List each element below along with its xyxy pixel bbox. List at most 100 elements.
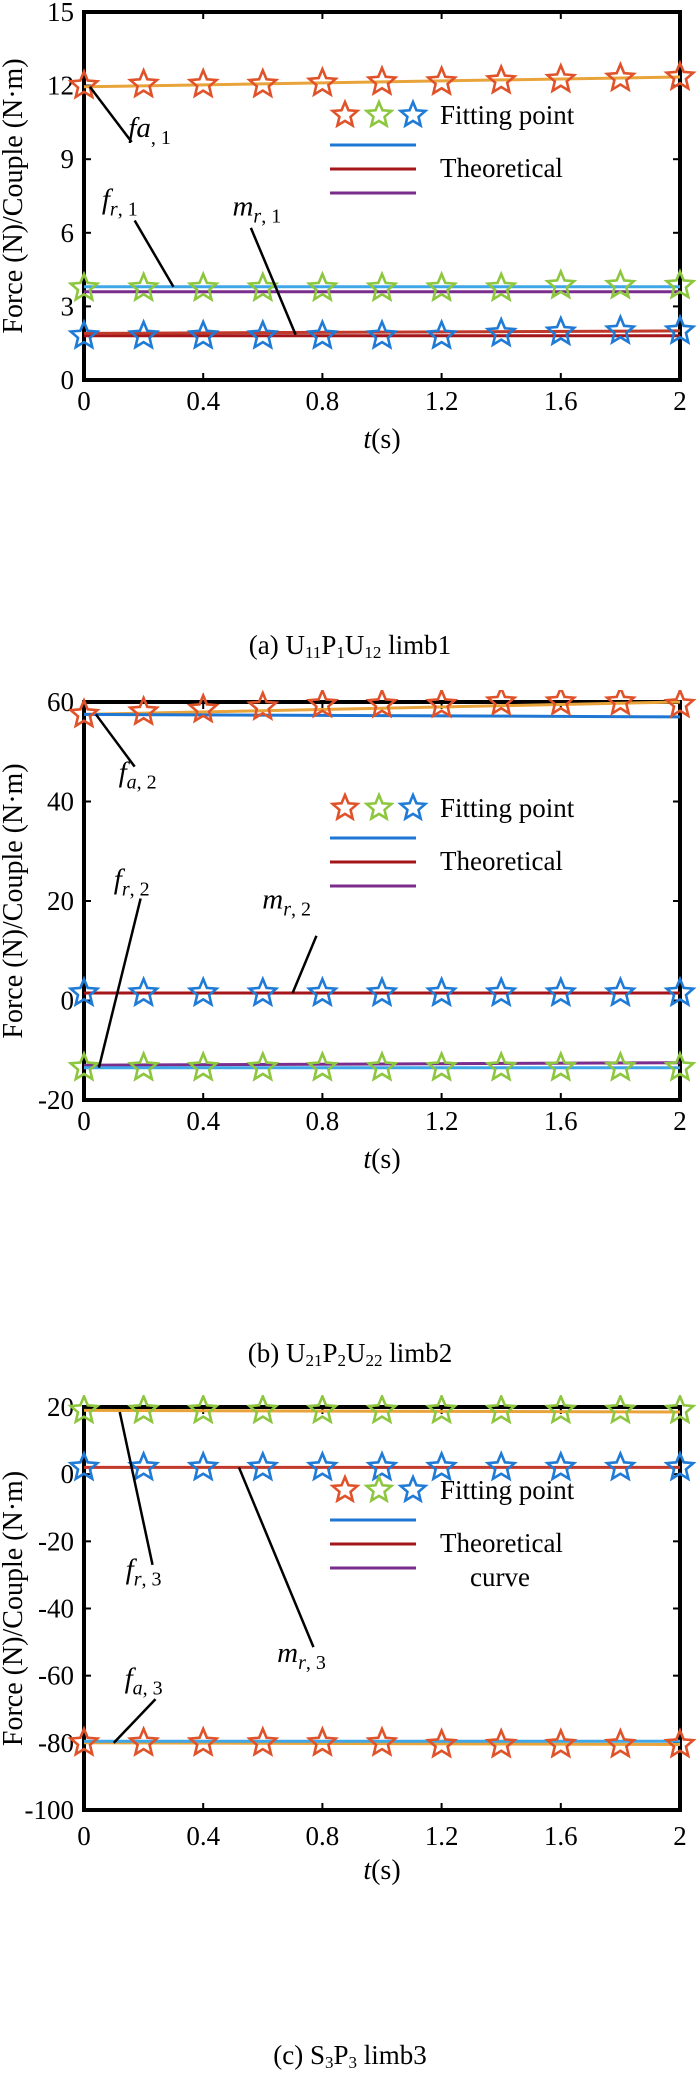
fitting-point-star <box>67 270 101 303</box>
fitting-point-star <box>663 975 697 1008</box>
legend-star-marker <box>329 98 361 129</box>
x-tick-label: 0.8 <box>306 386 340 416</box>
fitting-point-star <box>544 1450 578 1482</box>
fitting-point-star <box>365 318 399 350</box>
y-tick-label: 6 <box>61 218 75 248</box>
y-tick-label: 12 <box>47 71 74 101</box>
fitting-point-star <box>544 314 578 347</box>
fitting-point-star <box>127 1395 161 1425</box>
fitting-point-star <box>484 270 518 303</box>
fitting-point-star <box>603 1395 637 1425</box>
annotation-leader <box>97 898 142 1068</box>
chart-panel-a: 0 0.4 0.8 1.2 1.6 2 0 3 6 9 12 15 Force (N)/Couple (… <box>0 0 700 620</box>
fitting-point-star <box>127 318 161 350</box>
fitting-point-star <box>603 268 637 300</box>
y-tick-label: 60 <box>47 690 74 717</box>
x-tick-label: 1.2 <box>425 386 459 416</box>
fitting-point-star <box>246 66 280 99</box>
fitting-point-star <box>365 1725 399 1757</box>
fitting-point-star <box>544 268 578 300</box>
y-tick-label: 20 <box>47 1395 74 1422</box>
fitting-point-star <box>663 690 697 719</box>
fitting-point-star <box>127 1725 161 1757</box>
legend-star-marker <box>329 1473 361 1504</box>
y-tick-label: 9 <box>61 144 75 174</box>
fitting-point-star <box>127 1050 161 1082</box>
y-axis-label: Force (N)/Couple (N·m) <box>0 58 29 333</box>
legend-star-marker <box>397 791 429 822</box>
fitting-point-star <box>67 1050 101 1082</box>
fitting-point-star <box>305 975 339 1008</box>
x-axis-label: t(s) <box>363 1144 400 1175</box>
x-tick-label: 0 <box>77 1106 91 1136</box>
annotation-leader <box>88 86 133 143</box>
fitting-point-star <box>663 1450 697 1482</box>
plot-frame <box>82 700 682 1102</box>
fitting-point-star <box>484 1450 518 1482</box>
fitting-point-star <box>186 318 220 350</box>
fitting-point-star <box>365 1395 399 1425</box>
fitting-point-star <box>246 1450 280 1482</box>
fitting-point-star <box>127 270 161 303</box>
x-tick-label: 2 <box>673 1821 687 1851</box>
fitting-point-star <box>663 1395 697 1425</box>
fitting-point-star <box>246 318 280 350</box>
fitting-point-star <box>663 1050 697 1082</box>
fitting-point-star <box>425 318 459 350</box>
y-tick-label: -60 <box>38 1661 74 1691</box>
y-tick-label: 0 <box>61 986 75 1016</box>
fitting-point-star <box>365 64 399 96</box>
fitting-point-star <box>663 268 697 300</box>
fitting-point-star <box>425 975 459 1008</box>
fitting-point-star <box>484 975 518 1008</box>
annotation-label: fr, 2 <box>114 864 150 901</box>
series-line <box>83 1408 681 1414</box>
caption-panel-b: (b) U21P2U22 limb2 <box>247 1338 453 1370</box>
annotation-label: mr, 2 <box>262 883 311 920</box>
fitting-point-star <box>305 65 339 98</box>
fitting-point-star <box>603 975 637 1008</box>
annotation-label: mr, 3 <box>277 1637 326 1674</box>
x-tick-label: 1.6 <box>544 386 578 416</box>
fitting-point-star <box>305 1050 339 1082</box>
x-tick-label: 1.6 <box>544 1106 578 1136</box>
y-axis-label: Force (N)/Couple (N·m) <box>0 763 29 1038</box>
y-tick-label: 0 <box>61 365 75 395</box>
fitting-point-star <box>484 316 518 348</box>
fitting-point-star <box>246 1725 280 1757</box>
series-line <box>83 712 681 719</box>
legend-theoretical-label-2: curve <box>470 1562 530 1592</box>
fitting-point-star <box>365 690 399 719</box>
x-axis-label: t(s) <box>363 424 400 455</box>
fitting-point-star <box>425 690 459 719</box>
fitting-point-star <box>603 1727 637 1759</box>
fitting-point-star <box>127 66 161 99</box>
fitting-point-star <box>305 1725 339 1757</box>
fitting-point-star <box>484 63 518 95</box>
legend-star-marker <box>329 791 361 822</box>
fitting-point-star <box>544 1395 578 1425</box>
annotation-label: fa, 3 <box>125 1662 163 1699</box>
fitting-point-star <box>127 1450 161 1482</box>
y-tick-label: -80 <box>38 1728 74 1758</box>
y-tick-label: 3 <box>61 291 75 321</box>
annotation-label: fr, 3 <box>126 1553 162 1590</box>
fitting-point-star <box>186 270 220 303</box>
fitting-point-star <box>246 975 280 1008</box>
annotation-label: mr, 1 <box>232 191 281 228</box>
fitting-point-star <box>425 64 459 96</box>
fitting-point-star <box>67 1450 101 1482</box>
annotation-label: fa, 2 <box>119 757 157 794</box>
annotation-leader <box>133 219 175 288</box>
fitting-point-star <box>186 1395 220 1425</box>
legend-theoretical-label: Theoretical <box>440 153 563 183</box>
legend-fitting-label: Fitting point <box>440 100 575 130</box>
fitting-point-star <box>603 60 637 93</box>
series-line <box>83 1741 681 1746</box>
legend-fitting-label: Fitting point <box>440 1475 575 1505</box>
y-tick-label: 20 <box>47 886 74 916</box>
fitting-point-star <box>544 1050 578 1082</box>
fitting-point-star <box>186 975 220 1008</box>
chart-panel-b: 0 0.4 0.8 1.2 1.6 2 -20 0 20 40 60 Force (N)/Couple… <box>0 690 700 1330</box>
